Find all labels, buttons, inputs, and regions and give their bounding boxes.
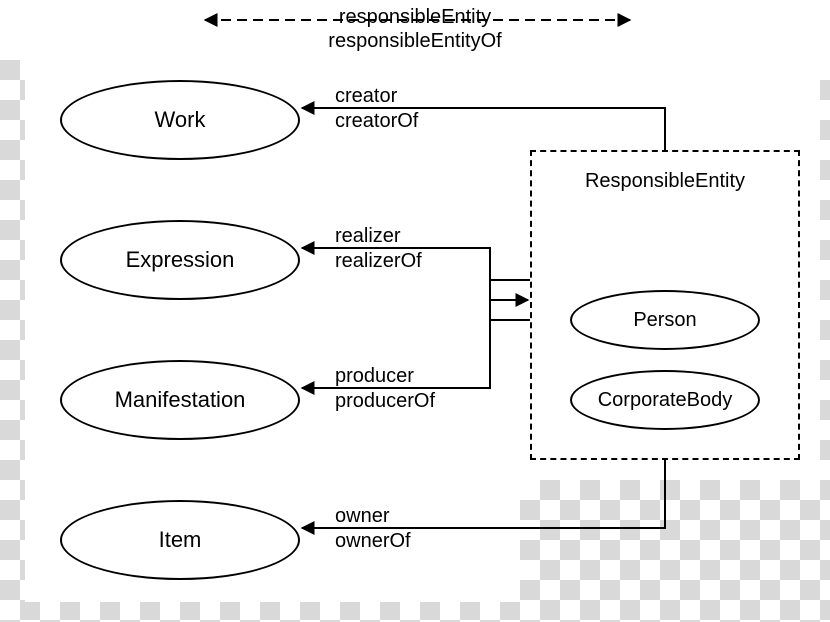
edge-owner-label-2: ownerOf bbox=[335, 530, 411, 553]
top-relation-label-2: responsibleEntityOf bbox=[0, 30, 830, 53]
node-corporate-label: CorporateBody bbox=[598, 389, 733, 412]
node-expression: Expression bbox=[60, 220, 300, 300]
node-expression-label: Expression bbox=[126, 247, 235, 273]
node-person: Person bbox=[570, 290, 760, 350]
node-work-label: Work bbox=[155, 107, 206, 133]
top-relation-label-1: responsibleEntity bbox=[0, 6, 830, 29]
node-corporate: CorporateBody bbox=[570, 370, 760, 430]
edge-producer-label-1: producer bbox=[335, 365, 414, 388]
edge-owner-label-1: owner bbox=[335, 505, 389, 528]
node-manifestation: Manifestation bbox=[60, 360, 300, 440]
responsible-entity-title: ResponsibleEntity bbox=[532, 170, 798, 193]
edge-realizer-label-2: realizerOf bbox=[335, 250, 422, 273]
edge-creator-label-1: creator bbox=[335, 85, 397, 108]
node-manifestation-label: Manifestation bbox=[115, 387, 246, 413]
node-person-label: Person bbox=[633, 309, 696, 332]
node-item: Item bbox=[60, 500, 300, 580]
node-item-label: Item bbox=[159, 527, 202, 553]
node-work: Work bbox=[60, 80, 300, 160]
edge-producer-label-2: producerOf bbox=[335, 390, 435, 413]
edge-creator-label-2: creatorOf bbox=[335, 110, 418, 133]
edge-realizer-label-1: realizer bbox=[335, 225, 401, 248]
